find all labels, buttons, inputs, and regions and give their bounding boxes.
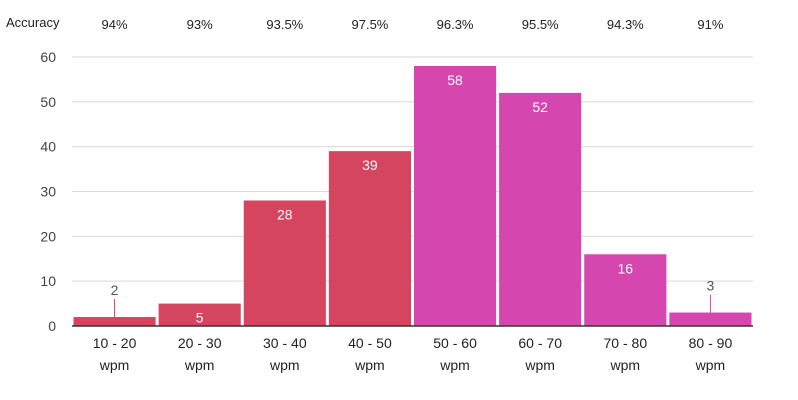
- bar: [499, 92, 582, 326]
- bar-value-label: 5: [196, 310, 204, 326]
- accuracy-value: 96.3%: [437, 17, 474, 32]
- bars: 2 5 28 39 58 52 16 3: [73, 65, 752, 326]
- x-axis-categories: 10 - 20 wpm 20 - 30 wpm 30 - 40 wpm 40 - 50 wpm…: [93, 335, 733, 373]
- accuracy-value: 95.5%: [522, 17, 559, 32]
- accuracy-header: Accuracy: [6, 15, 60, 30]
- accuracy-value: 93%: [187, 17, 213, 32]
- x-category-unit: wpm: [184, 357, 215, 373]
- x-category-range: 50 - 60: [433, 335, 477, 351]
- bar: [243, 200, 326, 326]
- accuracy-row: 94% 93% 93.5% 97.5% 96.3% 95.5% 94.3% 91%: [102, 17, 724, 32]
- y-tick-label: 30: [40, 184, 56, 200]
- bar: [158, 303, 241, 326]
- x-category-range: 70 - 80: [604, 335, 648, 351]
- x-category-range: 60 - 70: [518, 335, 562, 351]
- x-category-range: 10 - 20: [93, 335, 137, 351]
- y-tick-label: 20: [40, 228, 56, 244]
- x-category-unit: wpm: [354, 357, 385, 373]
- bar: [584, 254, 667, 326]
- x-category-range: 30 - 40: [263, 335, 307, 351]
- y-tick-label: 40: [40, 139, 56, 155]
- bar-value-label: 16: [618, 260, 634, 276]
- bar-value-label: 39: [362, 157, 378, 173]
- bar-value-label: 52: [532, 99, 548, 115]
- bar-value-label: 3: [707, 278, 715, 294]
- y-tick-label: 10: [40, 273, 56, 289]
- bar-value-label: 2: [111, 282, 119, 298]
- bar: [669, 312, 752, 326]
- accuracy-value: 91%: [697, 17, 723, 32]
- bar: [414, 65, 497, 326]
- bar-value-label: 28: [277, 206, 293, 222]
- accuracy-value: 94%: [102, 17, 128, 32]
- y-tick-label: 50: [40, 94, 56, 110]
- x-category-unit: wpm: [524, 357, 555, 373]
- x-category-unit: wpm: [610, 357, 641, 373]
- y-tick-label: 0: [48, 318, 56, 334]
- x-category-unit: wpm: [99, 357, 130, 373]
- x-category-range: 40 - 50: [348, 335, 392, 351]
- x-category-range: 80 - 90: [689, 335, 733, 351]
- x-category-range: 20 - 30: [178, 335, 222, 351]
- y-tick-label: 60: [40, 49, 56, 65]
- accuracy-value: 93.5%: [266, 17, 303, 32]
- y-axis-ticks: 0 10 20 30 40 50 60: [40, 49, 56, 334]
- x-category-unit: wpm: [269, 357, 300, 373]
- bar: [328, 151, 411, 326]
- bar: [73, 317, 156, 326]
- x-category-unit: wpm: [695, 357, 726, 373]
- accuracy-value: 97.5%: [352, 17, 389, 32]
- bar-value-label: 58: [447, 72, 463, 88]
- gridlines: [72, 56, 753, 282]
- accuracy-value: 94.3%: [607, 17, 644, 32]
- x-category-unit: wpm: [439, 357, 470, 373]
